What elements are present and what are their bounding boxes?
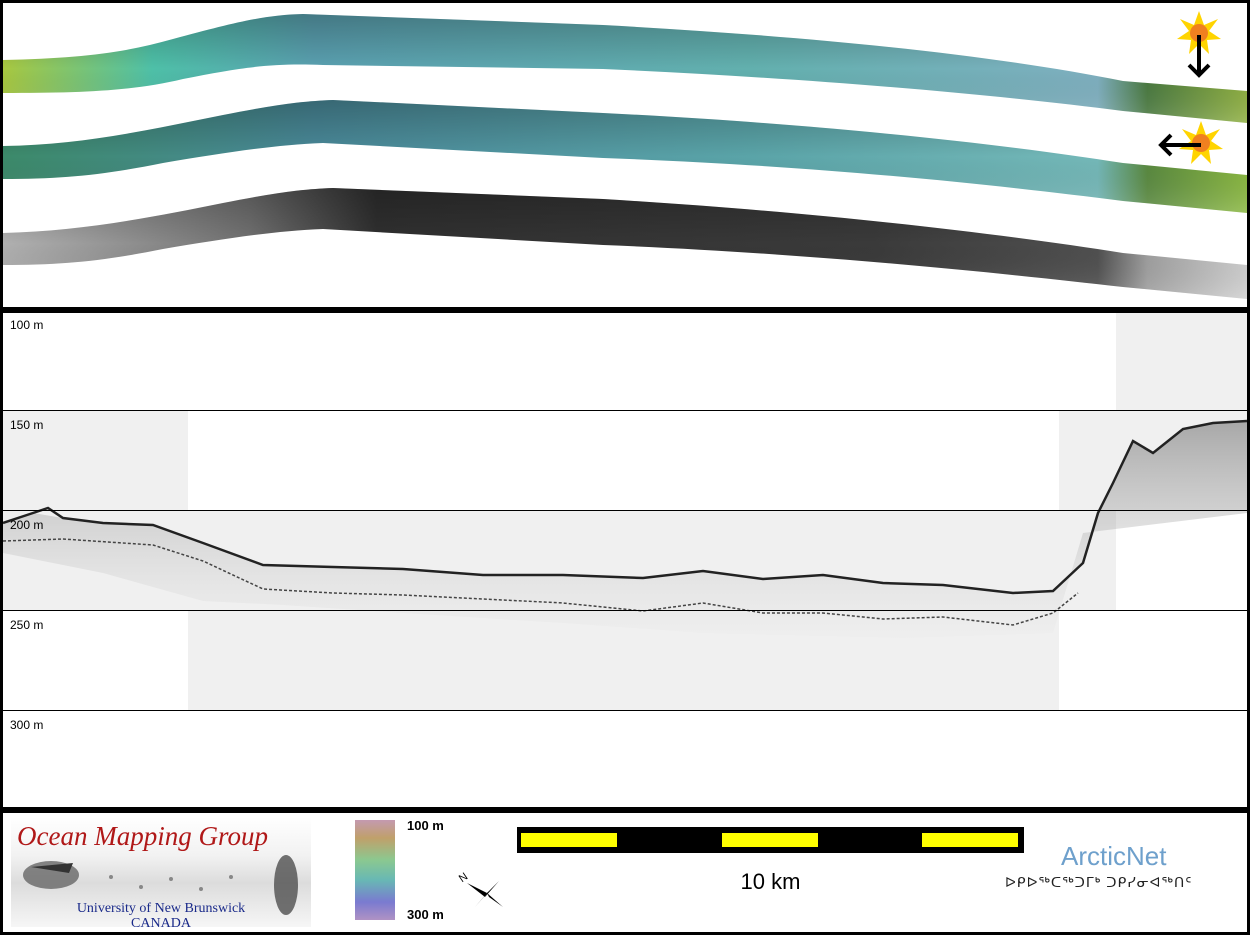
scale-bar (517, 827, 1024, 853)
depth-label-200: 200 m (10, 518, 44, 532)
arcticnet-syllabics: ᐅᑭᐅᖅᑕᖅᑐᒥᒃ ᑐᑭᓯᓂᐊᖅᑎᑦ (1005, 874, 1193, 890)
depth-gridline (3, 510, 1247, 511)
arrow-left-icon (1158, 133, 1201, 157)
profile-shade-right-top (1116, 313, 1247, 410)
arcticnet-logo: ArcticNet (1061, 841, 1167, 871)
depth-label-250: 250 m (10, 618, 44, 632)
depth-colorbar (355, 820, 395, 920)
depth-label-150: 150 m (10, 418, 44, 432)
swath-strip-3-shade (3, 188, 1247, 299)
arrow-down-icon (1187, 35, 1211, 78)
seafloor-profile (3, 419, 1247, 638)
depth-gridline (3, 410, 1247, 411)
svg-text:N: N (457, 871, 470, 885)
scale-segment (722, 833, 818, 847)
logo-university: University of New Brunswick (76, 901, 246, 916)
scale-segment (521, 833, 617, 847)
scale-label: 10 km (740, 869, 801, 894)
logo-country: CANADA (131, 916, 191, 927)
colorbar-top-label: 100 m (407, 818, 444, 833)
footer-panel: Ocean Mapping Group University of New Br… (3, 813, 1247, 932)
logo-seafloor-icon (23, 855, 298, 915)
sun-icon (1179, 121, 1223, 164)
swath-strip-2-shade (3, 100, 1247, 213)
depth-profile-panel: 100 m 150 m 200 m 250 m 300 m (3, 313, 1247, 807)
colorbar-bottom-label: 300 m (407, 907, 444, 922)
depth-gridline (3, 710, 1247, 711)
profile-shade-left (3, 410, 188, 510)
north-arrow-icon: N (457, 871, 503, 907)
logo-title: Ocean Mapping Group (17, 821, 268, 851)
depth-label-100: 100 m (10, 318, 44, 332)
swath-imagery-panel (3, 3, 1247, 307)
swath-strip-1-shade (3, 14, 1247, 123)
ocean-mapping-group-logo: Ocean Mapping Group University of New Br… (11, 817, 311, 927)
sun-icon (1177, 11, 1221, 54)
depth-gridline (3, 610, 1247, 611)
profile-subbottom (3, 421, 1247, 638)
swath-strips (3, 11, 1247, 299)
depth-label-300: 300 m (10, 718, 44, 732)
scale-segment (922, 833, 1018, 847)
profile-seafloor-line (3, 419, 1247, 595)
